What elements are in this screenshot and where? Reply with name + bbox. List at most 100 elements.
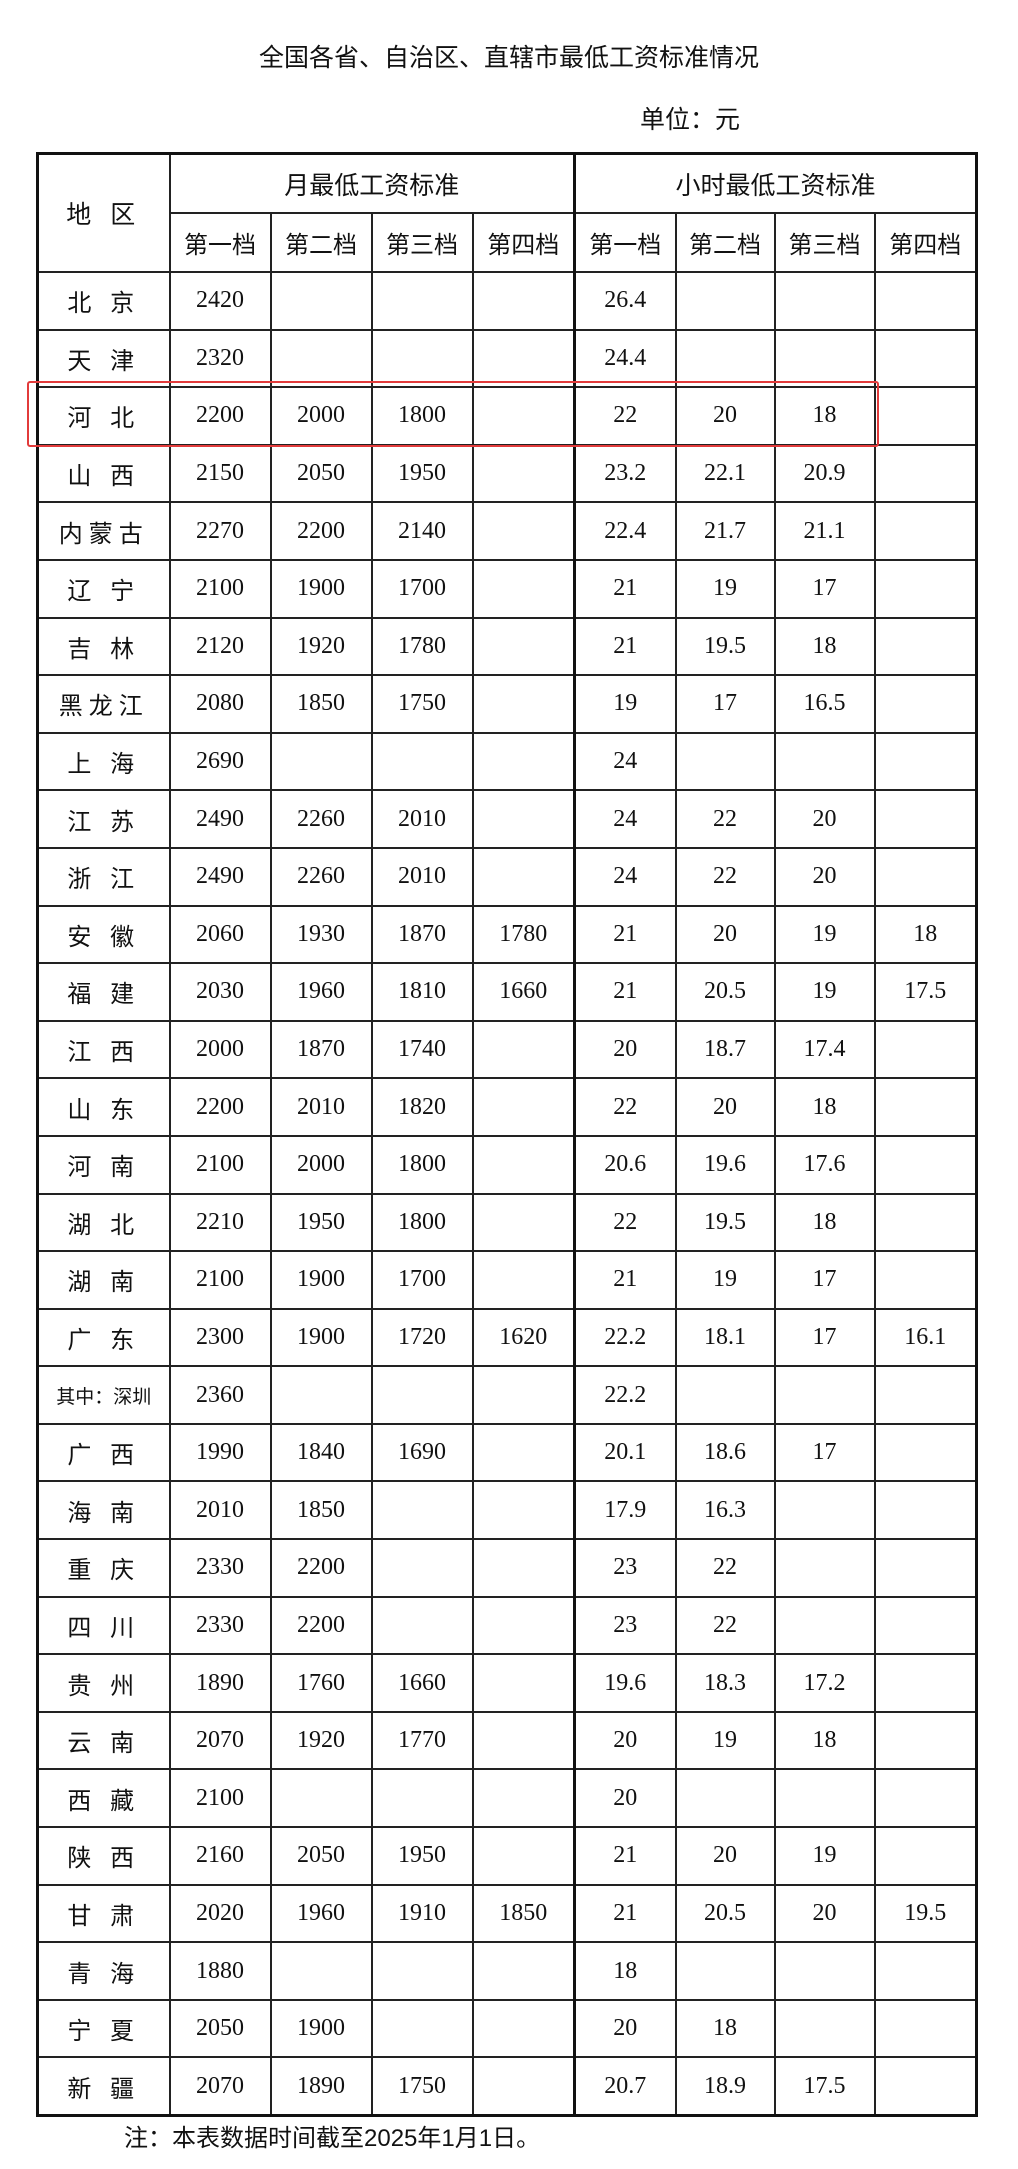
monthly-tier-2-cell: 1920 (269, 616, 373, 677)
monthly-tier-1-cell: 2300 (168, 1307, 272, 1368)
monthly-tier-3-cell: 1950 (370, 1826, 474, 1886)
hourly-tier-1-cell: 24 (573, 846, 677, 907)
hourly-tier-3-cell: 21.1 (773, 501, 876, 561)
monthly-tier-1-cell: 2420 (168, 271, 272, 331)
table-row: 西 藏 2100 20 (36, 1768, 978, 1829)
monthly-tier-4-cell (471, 1941, 576, 2001)
hourly-tier-1-cell: 23.2 (573, 443, 677, 504)
region-cell: 黑龙江 (36, 674, 171, 734)
region-cell: 山 西 (36, 443, 171, 504)
monthly-tier-2-cell: 2000 (269, 386, 373, 446)
hourly-tier-1-cell: 20 (573, 1710, 677, 1771)
monthly-tier-1-cell: 2060 (168, 904, 272, 965)
document-title: 全国各省、自治区、直辖市最低工资标准情况 (258, 44, 759, 72)
region-cell: 贵 州 (36, 1653, 171, 1713)
monthly-tier-1-cell: 2270 (168, 501, 272, 561)
hourly-tier-2-cell: 19.5 (674, 616, 776, 677)
table-row: 云 南 2070 1920 1770 20 19 18 (36, 1710, 978, 1771)
monthly-tier-4-cell: 1780 (471, 904, 576, 965)
region-cell: 其中：深圳 (36, 1365, 171, 1425)
table-row: 海 南 2010 1850 17.9 16.3 (36, 1480, 978, 1541)
hourly-tier-1-cell: 20 (573, 1768, 677, 1829)
hourly-tier-2-cell: 18 (674, 1998, 776, 2059)
hourly-tier-3-cell (773, 1998, 876, 2059)
monthly-tier-4-cell (471, 386, 576, 446)
table-row: 湖 南 2100 1900 1700 21 19 17 (36, 1250, 978, 1310)
monthly-tier-2-cell (269, 271, 373, 331)
hourly-tier-2-cell: 20 (674, 1077, 776, 1137)
hourly-tier-1-cell: 19.6 (573, 1653, 677, 1713)
table-row: 重 庆 2330 2200 23 22 (36, 1538, 978, 1598)
monthly-tier-2-cell: 1960 (269, 962, 373, 1022)
hourly-tier-3-cell: 17 (773, 558, 876, 619)
header-hourly-tier-2: 第二档 (674, 212, 776, 273)
region-cell: 河 南 (36, 1134, 171, 1195)
monthly-tier-4-cell (471, 846, 576, 907)
hourly-tier-3-cell: 20 (773, 846, 876, 907)
table-body: 北 京 2420 26.4 天 津 2320 24.4 河 北 2200 2000 1800 22 2… (36, 271, 978, 2117)
monthly-tier-3-cell: 1700 (370, 558, 474, 619)
hourly-tier-1-cell: 20 (573, 1019, 677, 1080)
region-cell: 天 津 (36, 328, 171, 389)
region-cell: 安 徽 (36, 904, 171, 965)
monthly-tier-2-cell (269, 1768, 373, 1829)
hourly-tier-2-cell: 22 (674, 1595, 776, 1656)
monthly-tier-3-cell: 2010 (370, 846, 474, 907)
table-row: 安 徽 2060 1930 1870 1780 21 20 19 18 (36, 904, 978, 965)
monthly-tier-4-cell (471, 271, 576, 331)
monthly-tier-3-cell (370, 731, 474, 792)
region-cell: 海 南 (36, 1480, 171, 1541)
hourly-tier-4-cell (873, 1422, 978, 1483)
monthly-tier-4-cell (471, 1768, 576, 1829)
header-monthly-tier-3: 第三档 (370, 212, 474, 273)
monthly-tier-2-cell: 2200 (269, 1595, 373, 1656)
hourly-tier-2-cell: 22.1 (674, 443, 776, 504)
hourly-tier-2-cell (674, 328, 776, 389)
hourly-tier-2-cell: 19 (674, 1710, 776, 1771)
monthly-tier-2-cell: 2200 (269, 501, 373, 561)
monthly-tier-3-cell: 1800 (370, 1192, 474, 1253)
monthly-tier-3-cell: 2010 (370, 789, 474, 849)
monthly-tier-4-cell (471, 558, 576, 619)
hourly-tier-4-cell (873, 1768, 978, 1829)
hourly-tier-2-cell: 19.5 (674, 1192, 776, 1253)
hourly-tier-2-cell: 18.7 (674, 1019, 776, 1080)
monthly-tier-2-cell (269, 1365, 373, 1425)
table-row: 新 疆 2070 1890 1750 20.7 18.9 17.5 (36, 2056, 978, 2117)
monthly-tier-2-cell: 1850 (269, 1480, 373, 1541)
footnote: 注：本表数据时间截至2025年1月1日。 (124, 2125, 541, 2152)
hourly-tier-1-cell: 21 (573, 1826, 677, 1886)
hourly-tier-4-cell (873, 674, 978, 734)
monthly-tier-1-cell: 2070 (168, 1710, 272, 1771)
monthly-tier-3-cell (370, 1480, 474, 1541)
table-row: 天 津 2320 24.4 (36, 328, 978, 389)
table-row: 其中：深圳 2360 22.2 (36, 1365, 978, 1425)
monthly-tier-3-cell: 1700 (370, 1250, 474, 1310)
monthly-tier-2-cell: 1890 (269, 2056, 373, 2117)
table-row: 黑龙江 2080 1850 1750 19 17 16.5 (36, 674, 978, 734)
hourly-tier-4-cell (873, 271, 978, 331)
hourly-tier-4-cell (873, 2056, 978, 2117)
monthly-tier-2-cell: 1900 (269, 1307, 373, 1368)
hourly-tier-4-cell (873, 328, 978, 389)
hourly-tier-2-cell: 19 (674, 1250, 776, 1310)
hourly-tier-2-cell (674, 271, 776, 331)
monthly-tier-3-cell (370, 1595, 474, 1656)
hourly-tier-2-cell: 20 (674, 904, 776, 965)
monthly-tier-1-cell: 2200 (168, 1077, 272, 1137)
monthly-tier-2-cell: 1930 (269, 904, 373, 965)
hourly-tier-3-cell: 18 (773, 616, 876, 677)
hourly-tier-4-cell (873, 731, 978, 792)
hourly-tier-3-cell: 20 (773, 789, 876, 849)
table-row: 四 川 2330 2200 23 22 (36, 1595, 978, 1656)
hourly-tier-2-cell: 18.1 (674, 1307, 776, 1368)
monthly-tier-2-cell: 2050 (269, 443, 373, 504)
monthly-tier-3-cell (370, 1998, 474, 2059)
hourly-tier-4-cell: 16.1 (873, 1307, 978, 1368)
monthly-tier-1-cell: 1990 (168, 1422, 272, 1483)
hourly-tier-3-cell: 17.5 (773, 2056, 876, 2117)
table-row: 青 海 1880 18 (36, 1941, 978, 2001)
region-cell: 福 建 (36, 962, 171, 1022)
hourly-tier-3-cell (773, 271, 876, 331)
region-cell: 北 京 (36, 271, 171, 331)
